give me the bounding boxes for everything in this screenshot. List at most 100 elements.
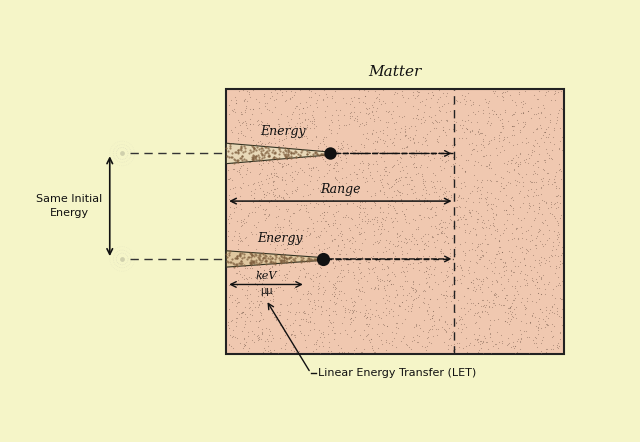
Point	[369, 227, 379, 234]
Point	[430, 172, 440, 179]
Point	[319, 148, 330, 155]
Point	[300, 272, 310, 279]
Point	[318, 95, 328, 103]
Point	[490, 226, 500, 233]
Point	[324, 222, 335, 229]
Point	[395, 128, 405, 135]
Point	[530, 214, 540, 221]
Point	[272, 155, 282, 162]
Point	[300, 201, 310, 208]
Point	[275, 145, 285, 152]
Point	[289, 332, 300, 339]
Point	[407, 186, 417, 193]
Point	[317, 284, 328, 291]
Point	[436, 217, 447, 224]
Point	[358, 166, 368, 173]
Point	[426, 95, 436, 102]
Point	[419, 214, 429, 221]
Point	[269, 165, 279, 172]
Point	[483, 346, 493, 353]
Point	[286, 152, 296, 160]
Point	[503, 340, 513, 347]
Point	[236, 155, 246, 162]
Point	[366, 193, 376, 200]
Point	[245, 105, 255, 112]
Point	[497, 89, 507, 96]
Point	[463, 111, 473, 118]
Point	[454, 317, 464, 324]
Point	[446, 331, 456, 338]
Point	[238, 162, 248, 169]
Point	[375, 203, 385, 210]
Point	[329, 293, 339, 300]
Point	[490, 340, 500, 347]
Point	[456, 215, 467, 222]
Point	[551, 183, 561, 190]
Point	[552, 114, 562, 121]
Point	[369, 286, 380, 293]
Point	[340, 212, 351, 219]
Point	[523, 192, 533, 199]
Point	[239, 341, 250, 348]
Point	[255, 110, 266, 117]
Point	[545, 118, 556, 125]
Point	[244, 91, 254, 98]
Point	[436, 117, 447, 124]
Point	[453, 343, 463, 351]
Point	[334, 330, 344, 337]
Point	[397, 251, 408, 258]
Point	[528, 193, 538, 200]
Point	[444, 187, 454, 194]
Point	[300, 115, 310, 122]
Point	[397, 164, 407, 171]
Point	[445, 108, 455, 115]
Point	[380, 244, 390, 251]
Point	[435, 163, 445, 170]
Point	[330, 219, 340, 226]
Point	[337, 181, 348, 188]
Point	[279, 195, 289, 202]
Point	[384, 310, 394, 317]
Point	[328, 197, 338, 204]
Point	[429, 154, 440, 161]
Point	[526, 185, 536, 192]
Point	[291, 159, 301, 166]
Point	[507, 193, 517, 200]
Point	[350, 245, 360, 252]
Point	[481, 99, 492, 106]
Point	[355, 231, 365, 238]
Point	[470, 225, 480, 232]
Point	[324, 312, 334, 319]
Point	[457, 272, 467, 279]
Point	[290, 248, 300, 255]
Point	[372, 238, 383, 245]
Point	[459, 321, 469, 328]
Point	[276, 344, 287, 351]
Point	[236, 222, 246, 229]
Point	[276, 241, 286, 248]
Point	[536, 125, 546, 132]
Point	[321, 91, 331, 98]
Point	[359, 288, 369, 295]
Point	[343, 213, 353, 221]
Point	[408, 182, 419, 189]
Point	[428, 119, 438, 126]
Point	[524, 205, 534, 212]
Point	[244, 149, 254, 156]
Point	[393, 237, 403, 244]
Point	[512, 348, 522, 355]
Point	[423, 328, 433, 335]
Point	[287, 93, 298, 100]
Point	[269, 256, 280, 263]
Point	[230, 318, 241, 325]
Point	[435, 154, 445, 161]
Point	[253, 139, 263, 146]
Point	[355, 308, 365, 315]
Point	[236, 258, 246, 265]
Point	[348, 215, 358, 222]
Point	[467, 128, 477, 135]
Point	[333, 241, 344, 248]
Point	[251, 95, 261, 102]
Point	[516, 244, 527, 251]
Point	[314, 343, 324, 350]
